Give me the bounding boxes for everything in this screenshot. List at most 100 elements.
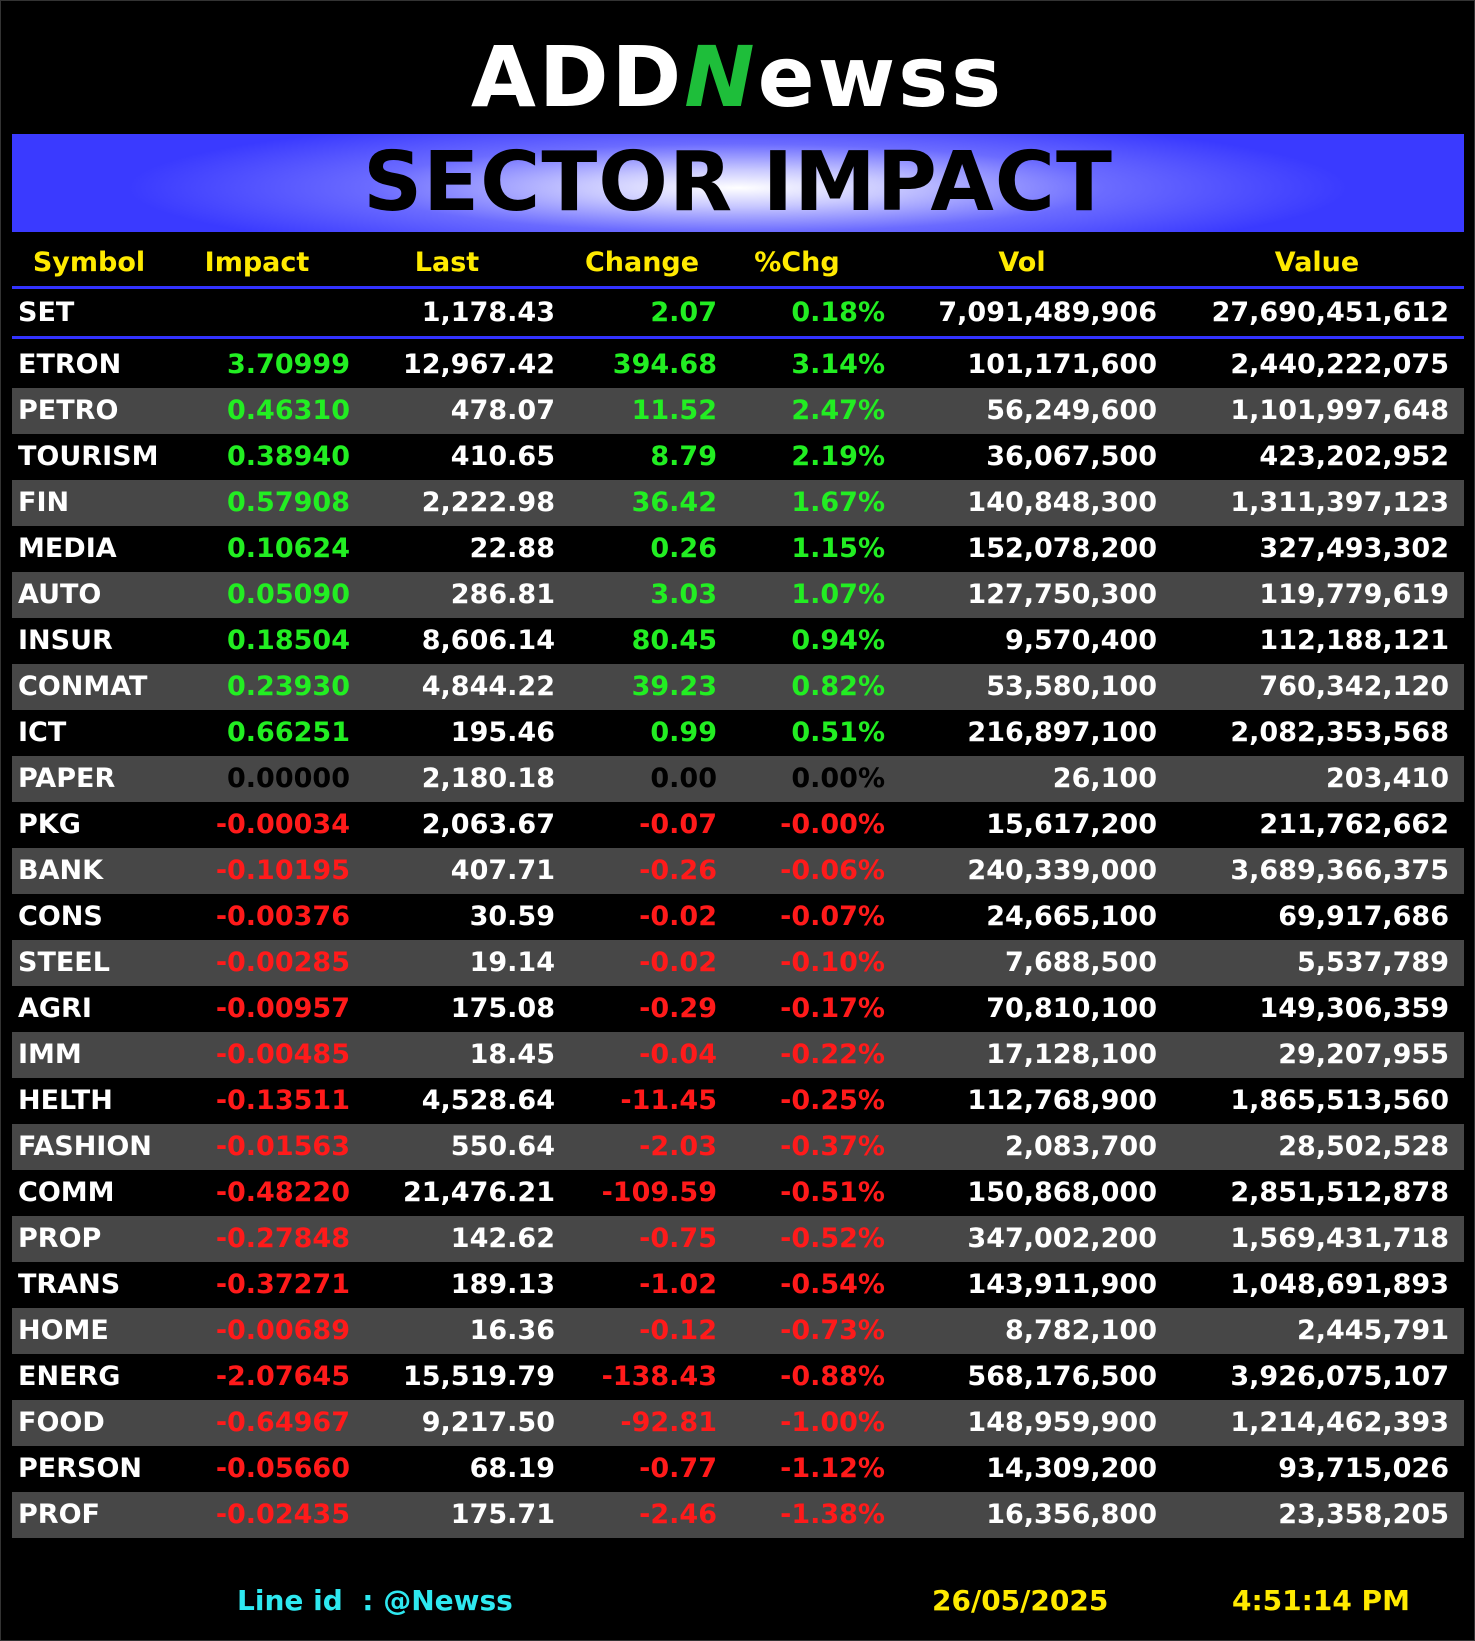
cell-change: -0.75: [639, 1223, 717, 1254]
table-row[interactable]: PAPER 0.00000 2,180.18 0.00 0.00% 26,100 203,4…: [12, 756, 1464, 802]
column-header-symbol[interactable]: Symbol: [32, 247, 146, 278]
table-row[interactable]: PERSON -0.05660 68.19 -0.77 -1.12% 14,309,200…: [12, 1446, 1464, 1492]
cell-impact: -0.37271: [215, 1269, 350, 1300]
cell-vol: 16,356,800: [986, 1499, 1157, 1530]
cell-change: 39.23: [631, 671, 717, 702]
cell-last: 18.45: [469, 1039, 555, 1070]
column-header-change[interactable]: Change: [584, 247, 700, 278]
table-row[interactable]: ETRON 3.70999 12,967.42 394.68 3.14% 101,171,…: [12, 342, 1464, 388]
table-row[interactable]: PROP -0.27848 142.62 -0.75 -0.52% 347,002,200…: [12, 1216, 1464, 1262]
table-row[interactable]: FOOD -0.64967 9,217.50 -92.81 -1.00% 148,959,…: [12, 1400, 1464, 1446]
table-row[interactable]: CONMAT 0.23930 4,844.22 39.23 0.82% 53,580,10…: [12, 664, 1464, 710]
cell-symbol: HOME: [18, 1315, 109, 1346]
cell-change: -1.02: [639, 1269, 717, 1300]
cell-last: 4,844.22: [421, 671, 555, 702]
table-row[interactable]: CONS -0.00376 30.59 -0.02 -0.07% 24,665,100 69…: [12, 894, 1464, 940]
cell-impact: 0.10624: [227, 533, 350, 564]
cell-impact: -0.02435: [215, 1499, 350, 1530]
cell-symbol: IMM: [18, 1039, 82, 1070]
cell-vol: 2,083,700: [1004, 1131, 1157, 1162]
cell-impact: 0.05090: [227, 579, 350, 610]
table-row[interactable]: TOURISM 0.38940 410.65 8.79 2.19% 36,067,500 4…: [12, 434, 1464, 480]
table-row[interactable]: INSUR 0.18504 8,606.14 80.45 0.94% 9,570,400 1…: [12, 618, 1464, 664]
column-header-pctchg[interactable]: %Chg: [754, 247, 840, 278]
cell-vol: 101,171,600: [967, 349, 1157, 380]
cell-last: 1,178.43: [421, 297, 555, 328]
column-header-impact[interactable]: Impact: [204, 247, 310, 278]
cell-change: -0.07: [639, 809, 717, 840]
index-row-set[interactable]: SET 1,178.43 2.07 0.18% 7,091,489,906 27…: [12, 290, 1464, 336]
cell-symbol: FIN: [18, 487, 70, 518]
table-row[interactable]: STEEL -0.00285 19.14 -0.02 -0.10% 7,688,500 5,…: [12, 940, 1464, 986]
cell-last: 286.81: [450, 579, 555, 610]
cell-impact: 0.57908: [227, 487, 350, 518]
footer-date: 26/05/2025: [932, 1584, 1109, 1617]
cell-value: 1,311,397,123: [1230, 487, 1449, 518]
line-id-label[interactable]: Line id : @Newss: [237, 1584, 513, 1617]
table-row[interactable]: HOME -0.00689 16.36 -0.12 -0.73% 8,782,100 2,4…: [12, 1308, 1464, 1354]
cell-change: -0.29: [639, 993, 717, 1024]
cell-change: 8.79: [650, 441, 717, 472]
cell-impact: -0.01563: [215, 1131, 350, 1162]
cell-last: 175.08: [450, 993, 555, 1024]
cell-value: 211,762,662: [1259, 809, 1449, 840]
column-header-last[interactable]: Last: [414, 247, 480, 278]
cell-change: 0.26: [650, 533, 717, 564]
cell-value: 423,202,952: [1259, 441, 1449, 472]
cell-impact: -0.00485: [215, 1039, 350, 1070]
cell-pctchg: 0.94%: [791, 625, 885, 656]
table-row[interactable]: FIN 0.57908 2,222.98 36.42 1.67% 140,848,300 1…: [12, 480, 1464, 526]
cell-pctchg: -0.51%: [780, 1177, 885, 1208]
table-row[interactable]: IMM -0.00485 18.45 -0.04 -0.22% 17,128,100 29,…: [12, 1032, 1464, 1078]
table-row[interactable]: COMM -0.48220 21,476.21 -109.59 -0.51% 150,86…: [12, 1170, 1464, 1216]
cell-pctchg: 0.82%: [791, 671, 885, 702]
cell-symbol: BANK: [18, 855, 103, 886]
table-row[interactable]: TRANS -0.37271 189.13 -1.02 -0.54% 143,911,90…: [12, 1262, 1464, 1308]
cell-symbol: ICT: [18, 717, 67, 748]
table-row[interactable]: PETRO 0.46310 478.07 11.52 2.47% 56,249,600 1,…: [12, 388, 1464, 434]
cell-vol: 216,897,100: [967, 717, 1157, 748]
table-header: Symbol Impact Last Change %Chg Vol Value: [12, 240, 1464, 286]
cell-impact: -0.10195: [215, 855, 350, 886]
cell-change: -0.77: [639, 1453, 717, 1484]
cell-symbol: HELTH: [18, 1085, 113, 1116]
cell-pctchg: 1.15%: [791, 533, 885, 564]
table-row[interactable]: ENERG -2.07645 15,519.79 -138.43 -0.88% 568,1…: [12, 1354, 1464, 1400]
column-header-value[interactable]: Value: [1274, 247, 1360, 278]
column-header-vol[interactable]: Vol: [998, 247, 1046, 278]
table-row[interactable]: PKG -0.00034 2,063.67 -0.07 -0.00% 15,617,200…: [12, 802, 1464, 848]
cell-value: 203,410: [1326, 763, 1449, 794]
table-row[interactable]: BANK -0.10195 407.71 -0.26 -0.06% 240,339,000…: [12, 848, 1464, 894]
cell-last: 22.88: [469, 533, 555, 564]
cell-vol: 14,309,200: [986, 1453, 1157, 1484]
cell-change: -0.02: [639, 901, 717, 932]
cell-impact: -0.00034: [215, 809, 350, 840]
cell-pctchg: -0.37%: [780, 1131, 885, 1162]
table-row[interactable]: ICT 0.66251 195.46 0.99 0.51% 216,897,100 2,08…: [12, 710, 1464, 756]
cell-vol: 143,911,900: [967, 1269, 1157, 1300]
cell-change: -2.03: [639, 1131, 717, 1162]
cell-symbol: FOOD: [18, 1407, 105, 1438]
cell-value: 93,715,026: [1278, 1453, 1449, 1484]
cell-pctchg: -0.73%: [780, 1315, 885, 1346]
cell-symbol: STEEL: [18, 947, 110, 978]
table-row[interactable]: AUTO 0.05090 286.81 3.03 1.07% 127,750,300 119…: [12, 572, 1464, 618]
cell-pctchg: 1.07%: [791, 579, 885, 610]
cell-value: 1,101,997,648: [1230, 395, 1449, 426]
table-row[interactable]: FASHION -0.01563 550.64 -2.03 -0.37% 2,083,70…: [12, 1124, 1464, 1170]
table-row[interactable]: MEDIA 0.10624 22.88 0.26 1.15% 152,078,200 327…: [12, 526, 1464, 572]
cell-value: 1,214,462,393: [1230, 1407, 1449, 1438]
cell-vol: 150,868,000: [967, 1177, 1157, 1208]
cell-symbol: COMM: [18, 1177, 115, 1208]
cell-last: 407.71: [450, 855, 555, 886]
cell-impact: 0.18504: [227, 625, 350, 656]
table-row[interactable]: AGRI -0.00957 175.08 -0.29 -0.17% 70,810,100 1…: [12, 986, 1464, 1032]
cell-change: 394.68: [612, 349, 717, 380]
table-row[interactable]: HELTH -0.13511 4,528.64 -11.45 -0.25% 112,768…: [12, 1078, 1464, 1124]
cell-change: 0.99: [650, 717, 717, 748]
table-row[interactable]: PROF -0.02435 175.71 -2.46 -1.38% 16,356,800 2…: [12, 1492, 1464, 1538]
cell-symbol: TRANS: [18, 1269, 121, 1300]
cell-impact: -0.00285: [215, 947, 350, 978]
cell-symbol: PAPER: [18, 763, 116, 794]
cell-pctchg: 0.18%: [791, 297, 885, 328]
